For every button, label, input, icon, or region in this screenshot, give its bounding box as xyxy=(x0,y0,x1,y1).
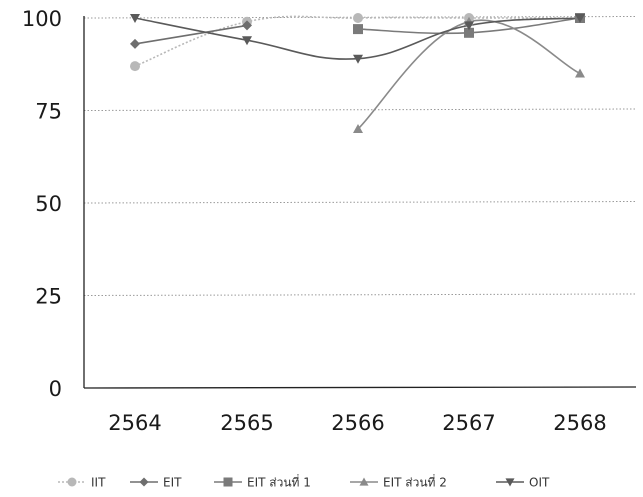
gridline-y-25 xyxy=(83,293,637,296)
legend-marker-swatch xyxy=(223,477,233,487)
data-point-oit-4 xyxy=(130,14,140,23)
y-tick-label: 50 xyxy=(35,192,62,216)
data-point-eit-1-2 xyxy=(464,27,474,38)
series-markers xyxy=(130,13,585,133)
legend-marker-swatch xyxy=(67,477,77,487)
legend-item: IIT xyxy=(58,476,106,490)
y-tick-label: 100 xyxy=(22,7,62,31)
legend-item: EIT ส่วนที่ 1 xyxy=(214,474,311,490)
axes: 0 25 50 75 100 2564 2565 2566 2567 2568 xyxy=(22,7,637,435)
x-axis-line xyxy=(83,386,637,389)
y-tick-label: 75 xyxy=(35,100,62,124)
data-point-eit-1 xyxy=(242,20,252,31)
data-point-iit-0 xyxy=(353,13,363,23)
legend: IIT EIT EIT ส่วนที่ 1 EIT ส่วนที่ 2 OIT xyxy=(58,474,550,490)
y-tick-label: 0 xyxy=(49,377,62,401)
legend-label: IIT xyxy=(91,476,106,490)
gridline-y-50 xyxy=(83,201,637,204)
legend-item: EIT xyxy=(130,476,182,490)
gridline-y-100 xyxy=(83,16,637,19)
legend-label: EIT ส่วนที่ 2 xyxy=(383,474,447,490)
data-point-eit-2-3 xyxy=(575,68,585,78)
data-point-oit-4 xyxy=(353,54,363,64)
grid-lines xyxy=(83,16,637,296)
legend-item: EIT ส่วนที่ 2 xyxy=(350,474,447,490)
gridline-y-75 xyxy=(83,108,637,111)
legend-marker-swatch xyxy=(359,477,369,486)
data-point-eit-2-3 xyxy=(353,124,363,133)
data-point-eit-1-2 xyxy=(353,24,363,35)
x-tick-label: 2567 xyxy=(442,411,495,435)
y-tick-label: 25 xyxy=(35,285,62,309)
x-tick-label: 2566 xyxy=(331,411,384,435)
data-point-oit-4 xyxy=(242,36,252,46)
data-point-oit-4 xyxy=(464,21,474,31)
x-tick-label: 2565 xyxy=(220,411,273,435)
data-point-oit-4 xyxy=(575,14,585,23)
legend-label: OIT xyxy=(529,476,550,490)
legend-marker-swatch xyxy=(139,477,149,487)
legend-marker-swatch xyxy=(505,478,515,487)
series-line-eit-1 xyxy=(134,24,248,45)
legend-item: OIT xyxy=(496,476,550,490)
legend-label: EIT xyxy=(163,476,182,490)
x-tick-label: 2564 xyxy=(108,411,161,435)
data-point-eit-1 xyxy=(130,38,140,49)
data-point-iit-0 xyxy=(130,61,140,72)
legend-label: EIT ส่วนที่ 1 xyxy=(247,474,311,490)
x-tick-label: 2568 xyxy=(553,411,606,435)
